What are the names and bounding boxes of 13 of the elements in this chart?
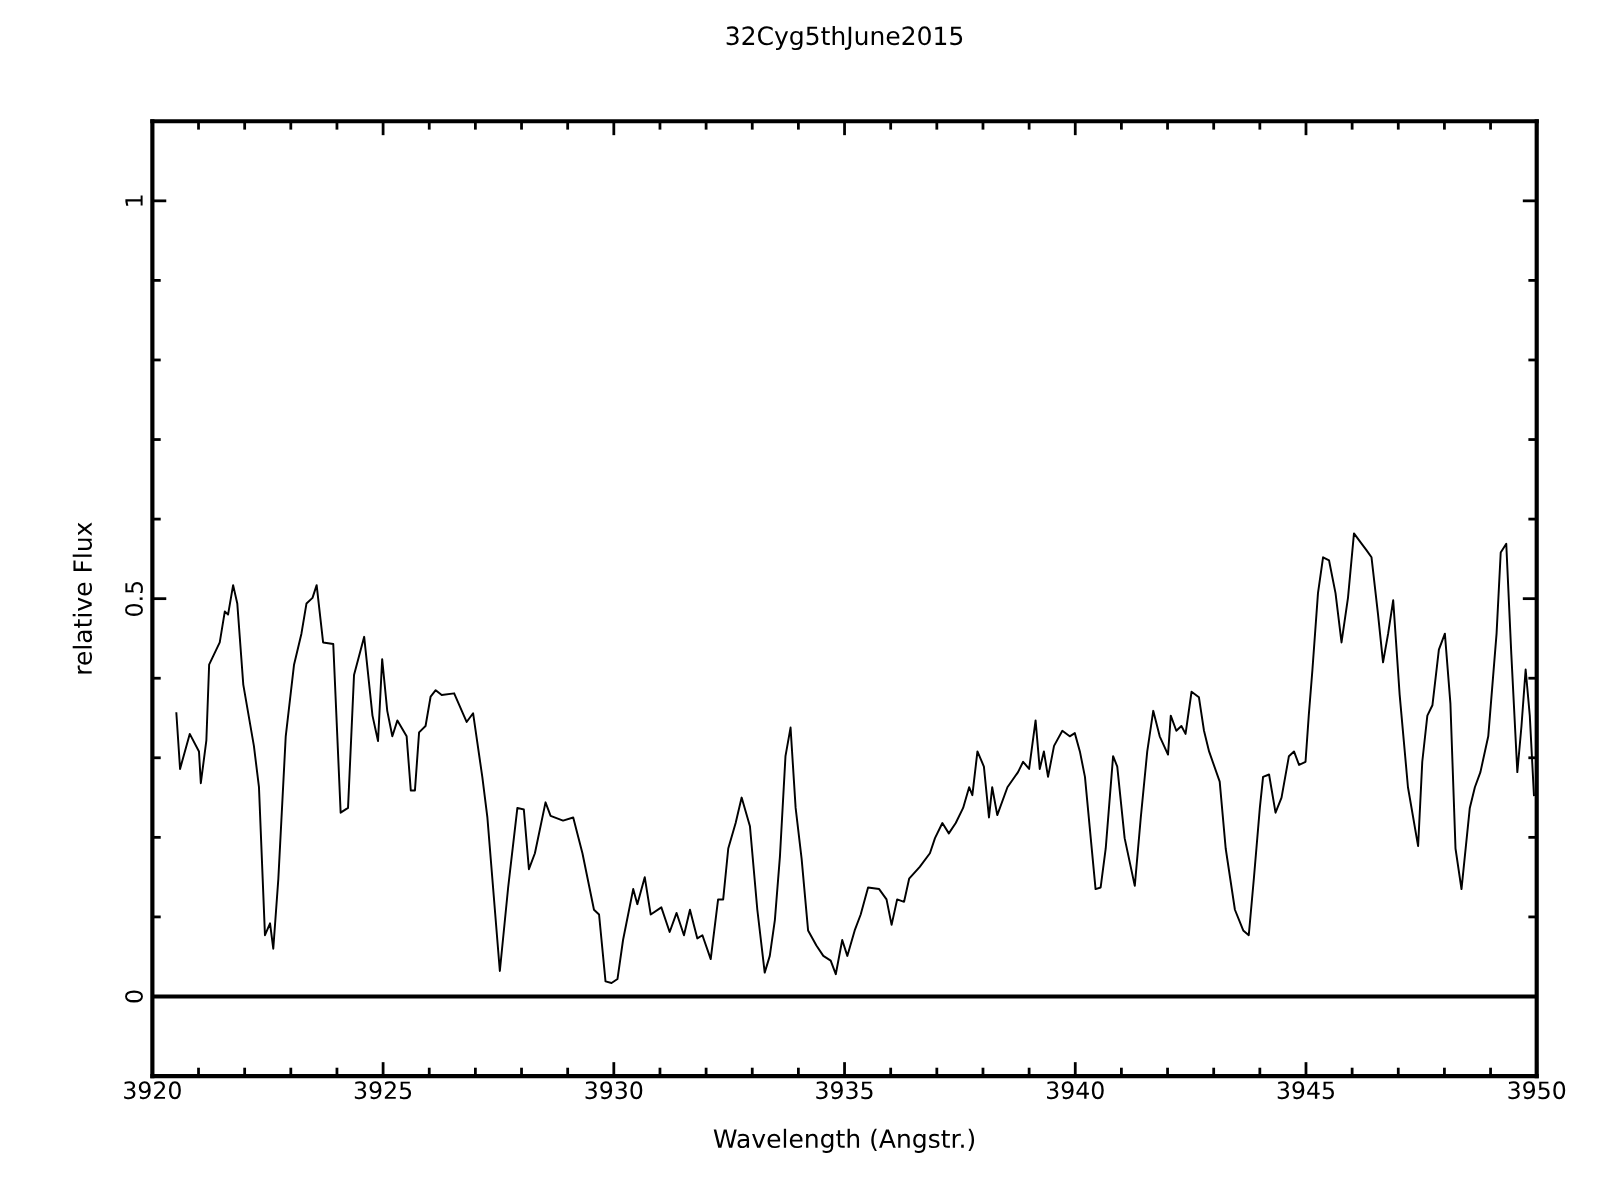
x-tick-label: 3935 <box>816 1081 873 1100</box>
x-tick-label: 3945 <box>1277 1081 1334 1100</box>
x-tick-label: 3940 <box>1047 1081 1104 1100</box>
chart-title: 32Cyg5thJune2015 <box>726 25 963 51</box>
x-axis-title: Wavelength (Angstr.) <box>713 1128 975 1153</box>
x-tick-label: 3925 <box>354 1081 412 1100</box>
x-tick-label: 3920 <box>124 1081 181 1100</box>
y-tick-label: 1 <box>125 195 143 206</box>
x-tick-label: 3950 <box>1508 1081 1566 1100</box>
y-axis-title: relative Flux <box>72 522 93 674</box>
y-tick-label: 0 <box>125 990 143 1003</box>
x-tick-label: 3930 <box>585 1081 643 1100</box>
y-tick-label: 0.5 <box>125 581 143 616</box>
